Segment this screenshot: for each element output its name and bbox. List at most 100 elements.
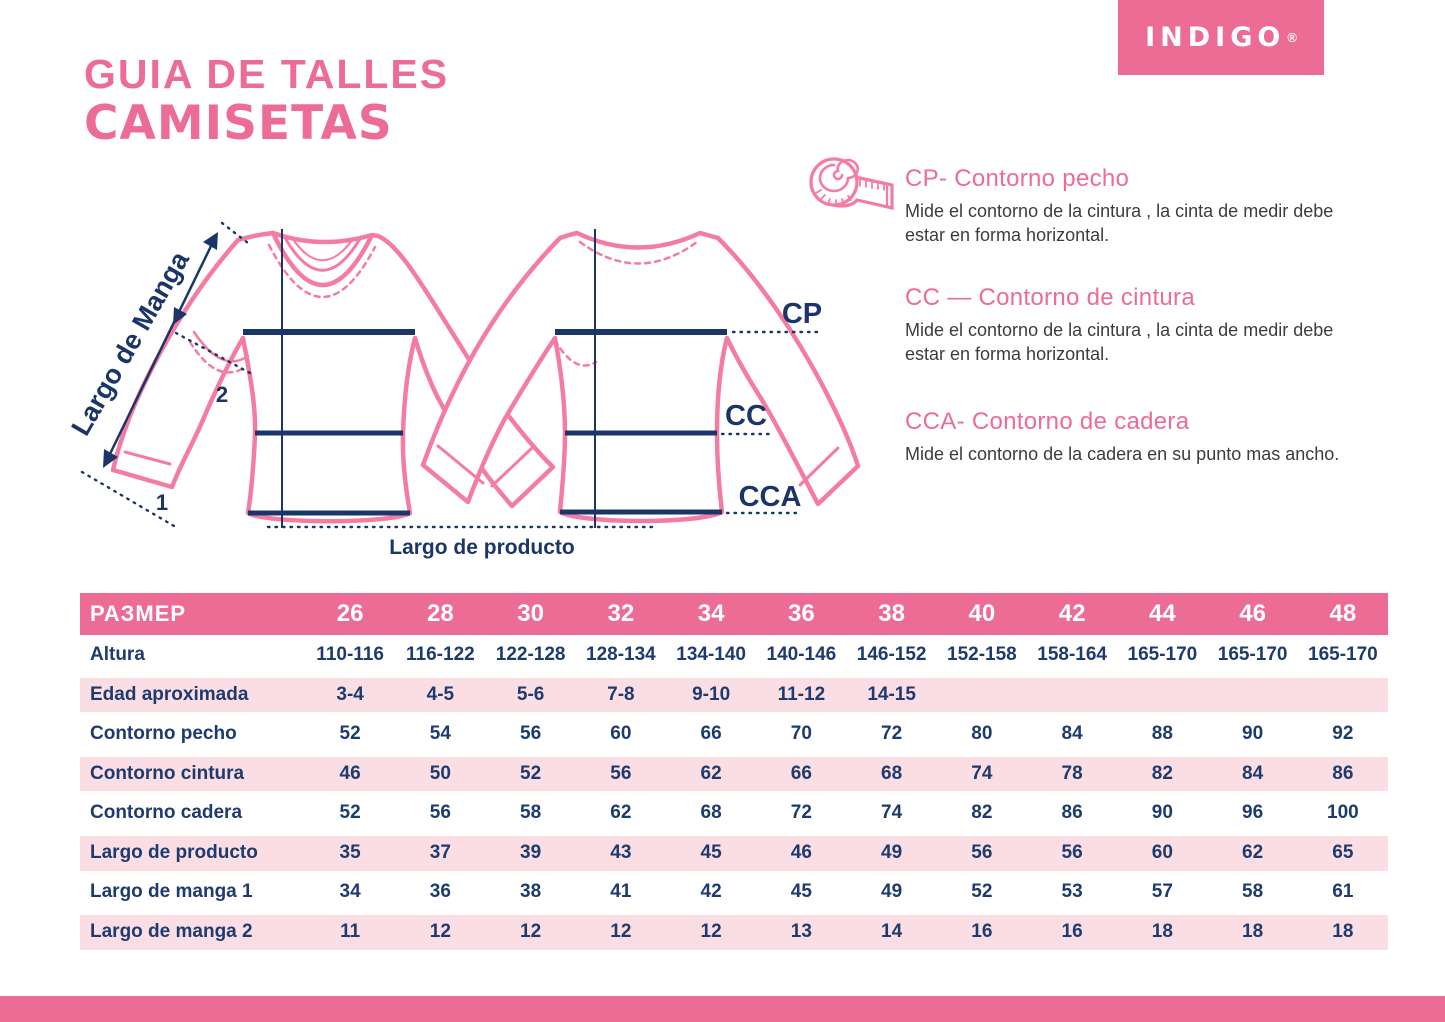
table-cell: 50 (429, 763, 451, 785)
table-cell: 128-134 (586, 643, 656, 665)
size-column-header: 28 (427, 600, 454, 627)
size-column-header: 40 (968, 600, 996, 627)
table-cell: 9-10 (692, 683, 731, 705)
table-cell: 52 (520, 763, 542, 785)
table-cell: 52 (339, 802, 361, 824)
marker-2-label: 2 (216, 382, 228, 407)
table-cell: 56 (520, 722, 542, 744)
table-cell: 7-8 (607, 683, 635, 705)
table-row: Largo de producto 35 37 39 43 45 46 49 56 56 60 62 6… (80, 832, 1388, 873)
table-cell: 12 (429, 921, 451, 943)
table-cell: 70 (790, 722, 812, 744)
table-cell: 116-122 (406, 643, 475, 665)
table-cell: 12 (520, 921, 542, 943)
size-table: РАЗМЕР 26 28 30 32 34 36 38 40 42 44 46 48 Altura 110… (80, 593, 1388, 952)
table-cell: 43 (610, 842, 632, 864)
legend-waist-description: Mide el contorno de la cintura , la cint… (905, 320, 1334, 364)
table-cell: 54 (429, 722, 451, 744)
size-column-header: 34 (697, 600, 725, 627)
table-cell: 56 (1061, 842, 1083, 864)
table-cell: 72 (790, 802, 812, 824)
table-cell: 56 (429, 802, 451, 824)
table-row: Edad aproximada 3-4 4-5 5-6 7-8 9-10 11-12 14-1… (80, 674, 1388, 715)
table-cell: 72 (881, 722, 903, 744)
size-column-header: 44 (1149, 600, 1176, 627)
cc-abbr-label: CC (725, 400, 767, 432)
table-row: Largo de manga 1 34 36 38 41 42 45 49 52 53 57 58 61 (80, 873, 1388, 913)
size-column-header: 30 (517, 600, 544, 627)
bottom-accent-bar (0, 996, 1445, 1022)
page-title: GUIA DE TALLES CAMISETAS (84, 51, 449, 152)
shirt-measurement-diagram: Largo de Manga 2 1 CP CC CCA Largo de pr… (70, 221, 861, 559)
table-cell: 18 (1332, 921, 1354, 943)
row-label: Altura (90, 643, 145, 665)
size-column-header: 38 (878, 600, 905, 627)
table-cell: 100 (1327, 802, 1359, 824)
table-cell: 66 (700, 722, 722, 744)
measuring-tape-icon (809, 157, 894, 211)
table-cell: 37 (429, 842, 451, 864)
cca-abbr-label: CCA (739, 481, 802, 513)
table-cell: 165-170 (1127, 643, 1198, 665)
table-cell: 45 (700, 842, 722, 864)
table-cell: 110-116 (316, 643, 384, 665)
table-cell: 78 (1061, 763, 1083, 785)
table-cell: 65 (1332, 842, 1354, 864)
table-cell: 56 (971, 842, 993, 864)
table-cell: 16 (1061, 921, 1083, 943)
size-column-header: 42 (1058, 600, 1086, 627)
row-label: Largo de manga 2 (90, 921, 253, 943)
size-table-header: РАЗМЕР 26 28 30 32 34 36 38 40 42 44 46 48 (80, 593, 1388, 635)
size-column-header: 32 (607, 600, 635, 627)
table-cell: 13 (790, 921, 812, 943)
table-cell: 52 (339, 722, 361, 744)
table-cell: 39 (520, 842, 542, 864)
table-cell: 80 (971, 722, 993, 744)
legend-hip: CCA- Contorno de cadera Mide el contorno… (905, 408, 1385, 467)
size-column-header: 36 (788, 600, 815, 627)
legend-chest-heading: CP- Contorno pecho (905, 165, 1130, 192)
brand-name: INDIGO (1145, 22, 1286, 53)
table-cell: 56 (610, 763, 632, 785)
page-title-line2: CAMISETAS (84, 96, 393, 152)
table-cell: 68 (881, 763, 903, 785)
table-cell: 46 (790, 842, 812, 864)
table-cell: 14 (881, 921, 903, 943)
table-cell: 62 (610, 802, 632, 824)
table-cell: 49 (881, 881, 903, 903)
table-cell: 82 (971, 802, 993, 824)
registered-trademark-mark: ® (1287, 30, 1297, 45)
row-label: Contorno cintura (90, 763, 245, 785)
table-cell: 68 (700, 802, 722, 824)
row-label: Largo de producto (90, 842, 258, 864)
legend-chest-description: Mide el contorno de la cintura , la cint… (905, 201, 1334, 245)
table-cell: 58 (1242, 881, 1264, 903)
table-cell: 46 (339, 763, 361, 785)
row-label: Largo de manga 1 (90, 881, 253, 903)
table-cell: 45 (790, 881, 812, 903)
table-cell: 58 (520, 802, 542, 824)
row-label: Edad aproximada (90, 683, 249, 705)
table-cell: 52 (971, 881, 993, 903)
table-row: Contorno cintura 46 50 52 56 62 66 68 74 78 82 84 86 (80, 753, 1388, 794)
table-cell: 90 (1151, 802, 1173, 824)
table-cell: 134-140 (676, 643, 746, 665)
table-row: Contorno cadera 52 56 58 62 68 72 74 82 86 90 96 100 (80, 793, 1388, 833)
table-cell: 96 (1242, 802, 1264, 824)
table-cell: 82 (1151, 763, 1173, 785)
table-cell: 49 (881, 842, 903, 864)
table-cell: 14-15 (867, 683, 916, 705)
size-table-body: Altura 110-116 116-122 122-128 128-134 134-14… (80, 635, 1388, 952)
table-cell: 3-4 (336, 683, 364, 705)
table-cell: 11 (340, 921, 361, 943)
row-label: Contorno pecho (90, 722, 237, 744)
table-cell: 34 (339, 881, 361, 903)
table-cell: 140-146 (766, 643, 837, 665)
legend-hip-description: Mide el contorno de la cadera en su punt… (905, 444, 1340, 464)
legend-waist-heading: CC — Contorno de cintura (905, 284, 1195, 311)
table-cell: 5-6 (516, 683, 545, 705)
table-cell: 36 (429, 881, 451, 903)
table-cell: 61 (1332, 881, 1354, 903)
table-cell: 11-12 (777, 683, 826, 705)
